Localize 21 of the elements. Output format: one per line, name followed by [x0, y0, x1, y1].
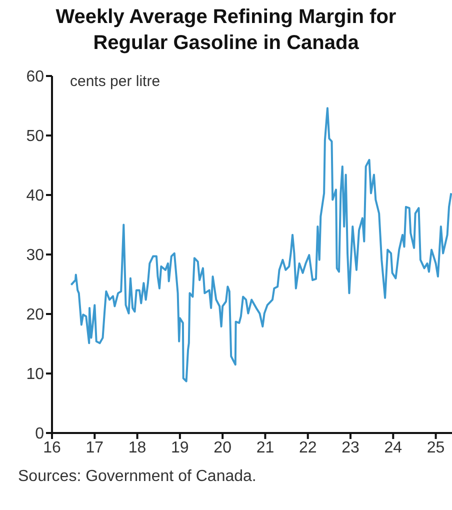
y-tick-label: 50: [26, 128, 44, 146]
y-tick-label: 20: [26, 306, 44, 324]
line-series: [70, 107, 452, 382]
x-tick-label: 16: [43, 439, 61, 456]
x-tick-label: 20: [214, 439, 232, 456]
y-axis-title: cents per litre: [70, 73, 160, 90]
source-note: Sources: Government of Canada.: [18, 468, 256, 486]
x-tick-label: 17: [86, 439, 104, 456]
y-tick-label: 30: [26, 247, 44, 264]
chart-title: Weekly Average Refining Margin for Regular Gasoline in Canada: [54, 5, 398, 56]
y-tick-label: 60: [26, 68, 44, 86]
x-tick-label: 18: [128, 439, 146, 456]
y-tick-label: 10: [26, 366, 44, 384]
x-tick-label: 23: [342, 439, 360, 456]
x-tick-label: 19: [171, 439, 189, 456]
x-tick-label: 25: [426, 439, 445, 456]
x-tick-label: 21: [256, 439, 274, 456]
x-tick-label: 24: [384, 439, 402, 456]
x-tick-label: 22: [298, 439, 317, 456]
y-tick-label: 0: [35, 426, 44, 443]
y-tick-label: 40: [26, 188, 44, 205]
